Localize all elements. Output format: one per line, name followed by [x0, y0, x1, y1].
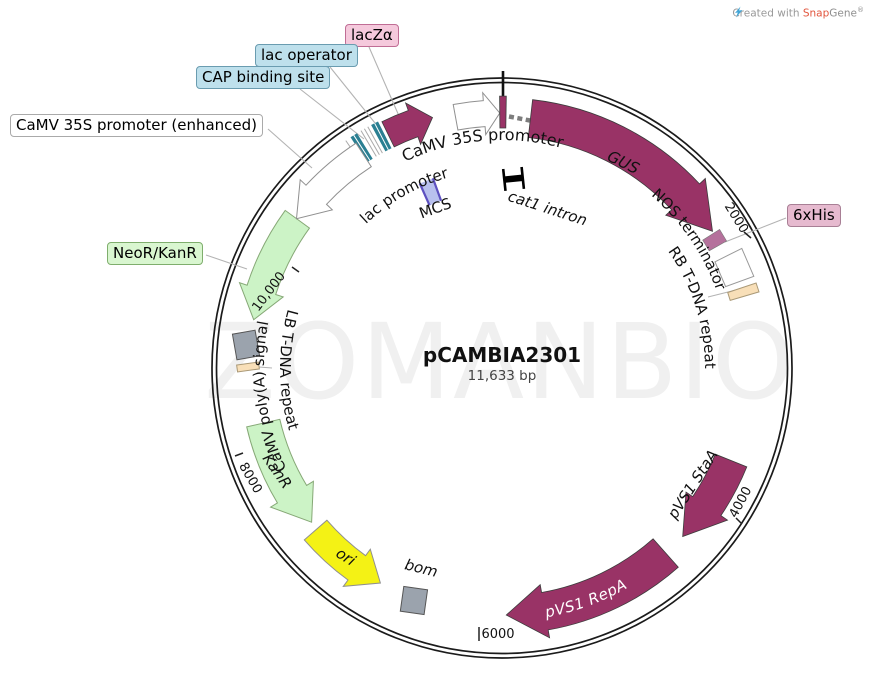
plasmid-size: 11,633 bp [468, 368, 537, 384]
tick-label-6000: 6000 [481, 627, 514, 642]
cat1-intron-label[interactable]: cat1 intron [506, 187, 590, 229]
pvs1-repa-arrow[interactable] [505, 538, 679, 639]
snapgene-credit: Created with SnapGene® [732, 6, 864, 20]
feature-junction-bar[interactable] [499, 95, 507, 129]
bom-feature[interactable] [399, 585, 429, 616]
his-tag-feature[interactable] [702, 228, 728, 252]
credit-brand-snap: Snap [802, 7, 830, 20]
bom-label[interactable]: bom [403, 555, 440, 581]
lb-tdna-feature[interactable] [236, 361, 260, 373]
watermark-text: ZOMANBIO [204, 301, 796, 423]
dashed-connector [508, 114, 531, 123]
lac-promoter-feature[interactable] [345, 121, 392, 166]
kanr-arrow[interactable] [246, 418, 314, 523]
tick-marks [234, 231, 752, 641]
cap-binding-callout[interactable]: CAP binding site [196, 66, 331, 89]
his-tag-callout[interactable]: 6xHis [787, 204, 841, 227]
ori-arrow[interactable] [303, 519, 382, 587]
gus-arrow[interactable] [527, 99, 713, 232]
lacz-callout[interactable]: lacZα [345, 24, 399, 47]
lacz-arrow[interactable] [381, 102, 434, 148]
camv35s-enhanced-callout[interactable]: CaMV 35S promoter (enhanced) [10, 114, 264, 137]
cat1-intron-glyph[interactable] [501, 166, 526, 191]
mcs-label[interactable]: MCS [417, 194, 454, 222]
lac-operator-callout[interactable]: lac operator [255, 44, 358, 67]
credit-registered: ® [857, 6, 864, 14]
credit-prefix: Created with [732, 7, 803, 20]
camv35s-enhanced-arrow[interactable] [295, 142, 372, 220]
neor-kanr-callout[interactable]: NeoR/KanR [107, 242, 203, 265]
leader-lines [205, 46, 787, 369]
tick-label-2000: 2000 [721, 200, 751, 236]
nos-terminator-feature[interactable] [714, 247, 755, 288]
plasmid-title: pCAMBIA2301 [423, 343, 581, 367]
camv-polya-arrow[interactable] [238, 209, 311, 321]
snapgene-logo-icon [735, 6, 743, 18]
credit-brand-gene: Gene [829, 7, 857, 20]
pvs1-staa-arrow[interactable] [682, 453, 748, 538]
rb-tdna-feature[interactable] [727, 282, 760, 302]
misc-feature-block[interactable] [231, 329, 261, 361]
mcs-feature[interactable] [418, 177, 443, 206]
camv35s-promoter-arrow[interactable] [452, 91, 501, 137]
